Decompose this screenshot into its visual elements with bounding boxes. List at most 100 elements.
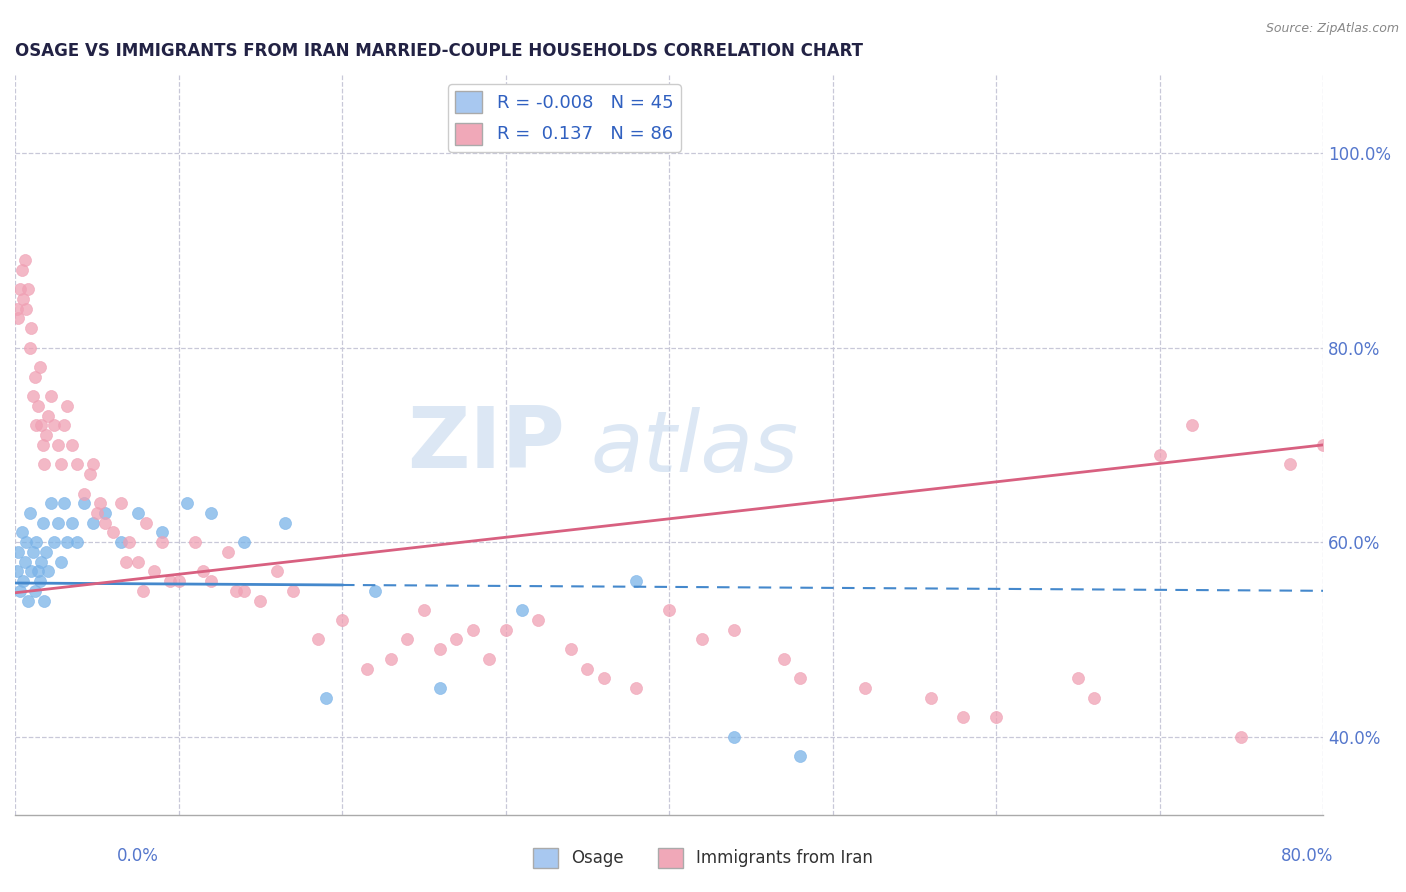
Point [690,632,713,647]
Point [37,409,59,423]
Point [184,535,207,549]
Point [46,438,69,452]
Point [53,418,76,433]
Point [429,642,451,657]
Point [25,418,48,433]
Point [28,359,51,374]
Point [24,583,46,598]
Point [6,565,28,579]
Point [266,565,288,579]
Point [281,583,304,598]
Point [89,496,111,510]
Point [17,282,39,296]
Point [94,506,117,520]
Point [478,652,501,666]
Point [21,545,44,559]
Point [412,603,434,617]
Point [1230,730,1253,744]
Point [8,583,31,598]
Point [217,545,239,559]
Point [73,496,96,510]
Point [11,574,34,588]
Text: ZIP: ZIP [406,403,564,486]
Point [73,486,96,500]
Point [21,389,44,403]
Text: atlas: atlas [591,407,799,490]
Point [1067,671,1090,685]
Point [143,565,166,579]
Text: OSAGE VS IMMIGRANTS FROM IRAN MARRIED-COUPLE HOUSEHOLDS CORRELATION CHART: OSAGE VS IMMIGRANTS FROM IRAN MARRIED-CO… [15,42,863,60]
Point [560,642,582,657]
Point [56,399,79,413]
Point [200,506,222,520]
Point [66,458,89,472]
Point [527,613,550,627]
Point [46,516,69,530]
Point [110,535,132,549]
Point [60,438,83,452]
Point [127,555,149,569]
Point [15,301,38,316]
Point [723,623,745,637]
Point [10,262,32,277]
Point [307,632,329,647]
Point [101,525,124,540]
Point [66,535,89,549]
Text: 80.0%: 80.0% [1281,847,1333,865]
Point [396,632,419,647]
Point [49,458,72,472]
Point [789,749,811,764]
Point [27,565,49,579]
Point [14,555,37,569]
Point [1181,418,1204,433]
Point [18,506,41,520]
Point [30,418,52,433]
Point [37,565,59,579]
Point [18,341,41,355]
Point [53,496,76,510]
Point [30,555,52,569]
Point [1279,458,1302,472]
Point [35,545,58,559]
Point [110,496,132,510]
Point [495,623,517,637]
Point [86,506,108,520]
Point [7,545,30,559]
Point [10,525,32,540]
Point [60,516,83,530]
Point [27,399,49,413]
Point [232,583,254,598]
Point [44,418,66,433]
Point [380,652,402,666]
Point [82,458,104,472]
Point [723,730,745,744]
Point [274,516,297,530]
Text: Source: ZipAtlas.com: Source: ZipAtlas.com [1265,22,1399,36]
Point [176,496,198,510]
Point [159,574,181,588]
Point [920,690,942,705]
Point [20,321,42,335]
Point [17,593,39,607]
Point [7,311,30,326]
Point [191,565,214,579]
Point [34,593,56,607]
Point [31,438,53,452]
Point [626,574,648,588]
Point [429,681,451,695]
Point [135,516,157,530]
Point [984,710,1007,724]
Point [249,593,271,607]
Point [200,574,222,588]
Point [25,535,48,549]
Point [39,389,62,403]
Point [576,662,599,676]
Point [1083,690,1105,705]
Text: 0.0%: 0.0% [117,847,159,865]
Legend: R = -0.008   N = 45, R =  0.137   N = 86: R = -0.008 N = 45, R = 0.137 N = 86 [449,84,681,152]
Point [853,681,876,695]
Point [8,282,31,296]
Point [789,671,811,685]
Point [1312,438,1334,452]
Point [127,506,149,520]
